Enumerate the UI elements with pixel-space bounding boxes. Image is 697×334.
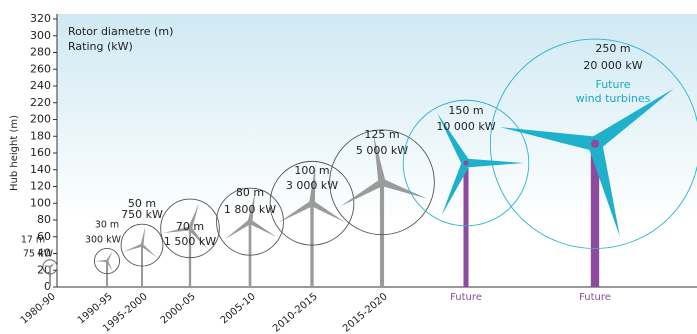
annotation: wind turbines bbox=[576, 92, 651, 105]
y-axis-label: Hub height (m) bbox=[9, 115, 20, 191]
blade bbox=[309, 164, 316, 204]
rotor-circle bbox=[489, 38, 697, 249]
x-tick-label: Future bbox=[450, 292, 482, 303]
blade bbox=[224, 219, 252, 240]
y-tick-label: 0 bbox=[44, 280, 51, 293]
y-tick-label: 160 bbox=[30, 146, 51, 159]
x-tick-label: 2005-10 bbox=[219, 291, 258, 326]
blade bbox=[380, 178, 428, 199]
tower bbox=[463, 163, 469, 287]
blade bbox=[500, 127, 597, 152]
y-tick-label: 120 bbox=[30, 180, 51, 193]
blade bbox=[587, 141, 620, 237]
legend-rating: Rating (kW) bbox=[68, 40, 133, 53]
rating-label: 1 800 kW bbox=[224, 203, 276, 216]
blade bbox=[373, 134, 386, 183]
y-tick-label: 40 bbox=[37, 247, 51, 260]
rating-label: 5 000 kW bbox=[356, 144, 408, 157]
diameter-label: 150 m bbox=[448, 104, 483, 117]
rating-label: 20 000 kW bbox=[583, 59, 642, 72]
hub bbox=[140, 243, 144, 247]
diameter-label: 17 m bbox=[21, 235, 45, 246]
x-tick-label: 2015-2020 bbox=[341, 291, 390, 334]
blade bbox=[310, 200, 346, 223]
tower bbox=[590, 143, 600, 287]
y-tick-label: 60 bbox=[37, 230, 51, 243]
y-tick-label: 300 bbox=[30, 29, 51, 42]
y-tick-label: 180 bbox=[30, 129, 51, 142]
rotor-circle bbox=[160, 198, 220, 259]
diameter-label: 50 m bbox=[128, 197, 156, 210]
rotor-circle bbox=[269, 160, 355, 246]
y-tick-label: 280 bbox=[30, 46, 51, 59]
y-tick-label: 140 bbox=[30, 163, 51, 176]
rotor-circle bbox=[42, 259, 58, 275]
hub bbox=[590, 139, 600, 148]
tower bbox=[248, 221, 252, 287]
blade bbox=[123, 243, 143, 252]
rating-label: 300 kW bbox=[85, 235, 122, 246]
hub bbox=[248, 220, 252, 224]
y-tick-label: 320 bbox=[30, 12, 51, 25]
blade bbox=[590, 88, 674, 150]
blade bbox=[48, 266, 52, 274]
blade bbox=[441, 161, 470, 216]
diameter-label: 80 m bbox=[236, 186, 264, 199]
tower bbox=[49, 266, 51, 287]
rotor-circle bbox=[216, 187, 284, 256]
hub bbox=[188, 226, 192, 230]
blade bbox=[278, 200, 314, 223]
rotor-circle bbox=[120, 223, 164, 267]
diameter-label: 125 m bbox=[364, 128, 399, 141]
blade bbox=[105, 251, 113, 262]
rating-label: 1 500 kW bbox=[164, 235, 216, 248]
blade bbox=[163, 226, 191, 234]
rotor-circle bbox=[402, 99, 530, 227]
hub bbox=[48, 265, 52, 269]
diameter-label: 70 m bbox=[176, 220, 204, 233]
diameter-label: 100 m bbox=[294, 164, 329, 177]
hub bbox=[310, 201, 314, 205]
hub bbox=[105, 259, 109, 263]
x-tick-label: 2010-2015 bbox=[271, 291, 320, 334]
blade bbox=[340, 179, 384, 207]
blade bbox=[437, 113, 470, 166]
blade bbox=[105, 260, 113, 272]
x-tick-label: 1980-90 bbox=[19, 291, 58, 326]
rating-label: 3 000 kW bbox=[286, 179, 338, 192]
diameter-label: 30 m bbox=[95, 220, 119, 231]
x-tick-label: Future bbox=[579, 292, 611, 303]
y-tick-label: 200 bbox=[30, 113, 51, 126]
annotation: Future bbox=[595, 78, 630, 91]
rating-label: 10 000 kW bbox=[436, 120, 495, 133]
y-tick-label: 220 bbox=[30, 96, 51, 109]
y-tick-label: 100 bbox=[30, 196, 51, 209]
x-tick-label: 2000-05 bbox=[159, 291, 198, 326]
blade bbox=[141, 244, 157, 258]
rating-label: 75 kW bbox=[23, 249, 54, 260]
y-tick-label: 80 bbox=[37, 213, 51, 226]
rating-label: 750 kW bbox=[121, 208, 163, 221]
rotor-circle bbox=[93, 248, 121, 275]
hub bbox=[379, 180, 385, 185]
blade bbox=[95, 259, 107, 263]
hub bbox=[463, 160, 469, 166]
blade bbox=[248, 219, 277, 238]
diameter-label: 250 m bbox=[595, 42, 630, 55]
y-tick-label: 240 bbox=[30, 79, 51, 92]
legend-diameter: Rotor diametre (m) bbox=[68, 25, 173, 38]
blade bbox=[247, 191, 256, 223]
blade bbox=[188, 203, 200, 230]
blade bbox=[466, 158, 524, 168]
blade bbox=[188, 227, 208, 250]
y-tick-label: 260 bbox=[30, 62, 51, 75]
rotor-circle bbox=[329, 129, 435, 236]
blade bbox=[140, 226, 146, 246]
